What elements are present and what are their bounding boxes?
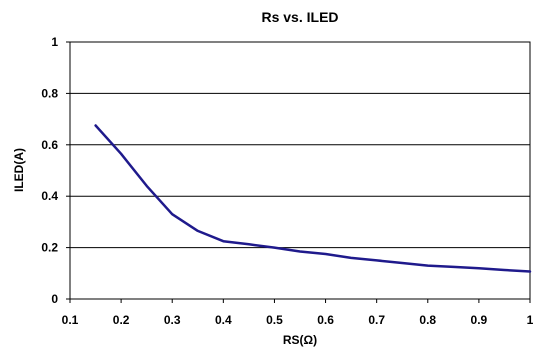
y-axis: 0 0.2 0.4 0.6 0.8 1 xyxy=(41,35,70,306)
y-tick-label: 0.8 xyxy=(41,86,58,100)
x-tick-label: 0.9 xyxy=(471,313,488,327)
chart-title: Rs vs. ILED xyxy=(261,9,338,25)
plot-area xyxy=(69,41,531,300)
y-tick-label: 1 xyxy=(51,35,58,49)
x-tick-label: 0.3 xyxy=(164,313,181,327)
y-tick-label: 0.4 xyxy=(41,189,58,203)
x-tick-label: 1 xyxy=(527,313,534,327)
x-tick-label: 0.5 xyxy=(266,313,283,327)
x-tick-label: 0.7 xyxy=(368,313,385,327)
x-tick-label: 0.6 xyxy=(317,313,334,327)
series-line-0 xyxy=(94,124,532,273)
y-tick-label: 0.6 xyxy=(41,138,58,152)
x-tick-label: 0.1 xyxy=(62,313,79,327)
gridlines xyxy=(70,92,530,249)
x-axis-label: RS(Ω) xyxy=(283,333,317,347)
y-axis-label: ILED(A) xyxy=(12,148,26,192)
y-tick-label: 0.2 xyxy=(41,241,58,255)
x-tick-label: 0.2 xyxy=(113,313,130,327)
x-tick-label: 0.4 xyxy=(215,313,232,327)
x-axis: 0.1 0.2 0.3 0.4 0.5 0.6 0.7 0.8 0.9 1 xyxy=(62,299,534,327)
x-tick-label: 0.8 xyxy=(419,313,436,327)
series-group xyxy=(94,124,532,273)
y-tick-label: 0 xyxy=(51,292,58,306)
